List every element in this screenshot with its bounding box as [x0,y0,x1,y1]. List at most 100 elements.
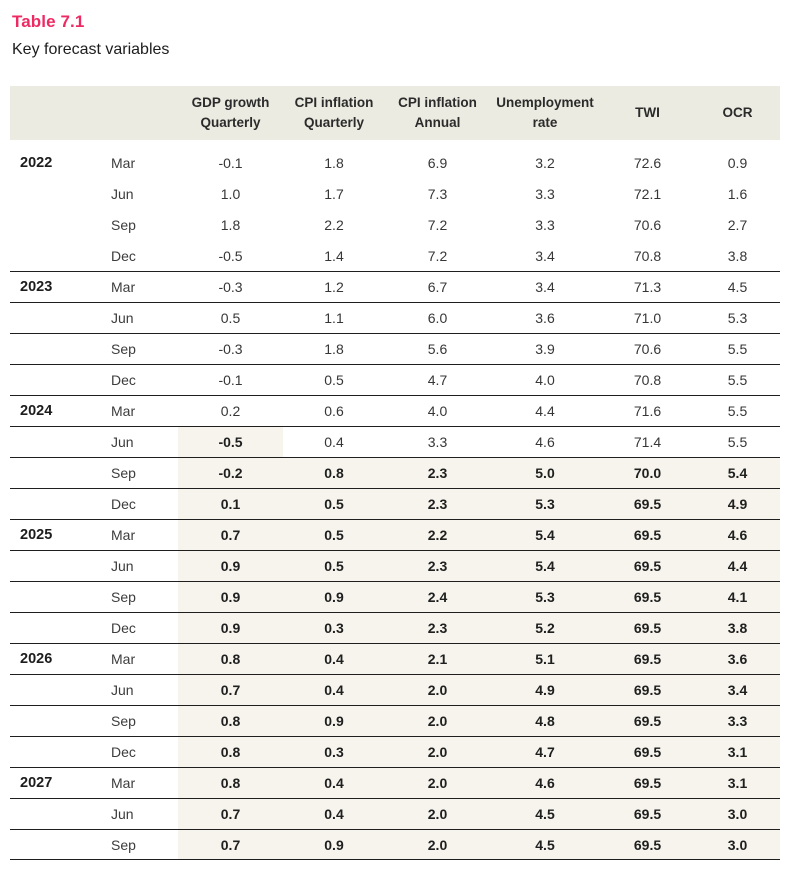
cell-twi: 69.5 [600,767,695,798]
row-2024-mar: 2024 Mar 0.2 0.6 4.0 4.4 71.6 5.5 [10,395,780,426]
year-label [10,364,98,395]
row-2026-dec: Dec 0.8 0.3 2.0 4.7 69.5 3.1 [10,736,780,767]
cell-gdp-growth-quarterly: 1.0 [220,185,241,202]
cell-unemployment-rate: 3.3 [535,185,555,202]
cell-unemployment-rate: 3.3 [535,216,555,233]
cell-cpi-inflation-quarterly: 0.8 [283,457,385,488]
month-label: Sep [98,705,178,736]
cell-gdp-growth-quarterly: 0.7 [178,798,283,829]
month-label: Mar [98,271,178,302]
cell-twi: 70.8 [600,364,695,395]
year-label [10,736,98,767]
table-title: Key forecast variables [12,41,170,58]
header-line: Annual [414,115,461,130]
cell-cpi-inflation-quarterly: 0.4 [283,767,385,798]
cell-gdp-growth-quarterly: 0.8 [178,705,283,736]
row-2022-jun: Jun 1.0 1.7 7.3 3.3 72.1 1.6 [10,178,780,209]
cell-ocr: 4.1 [695,581,780,612]
row-2023-dec: Dec -0.1 0.5 4.7 4.0 70.8 5.5 [10,364,780,395]
header-line: TWI [635,105,660,121]
cell-twi: 71.4 [600,426,695,457]
month-label: Dec [98,736,178,767]
cell-cpi-inflation-annual: 3.3 [385,426,490,457]
cell-twi: 70.8 [633,247,662,264]
cell-ocr: 1.6 [727,185,748,202]
cell-unemployment-rate: 3.4 [490,271,600,302]
cell-gdp-growth-quarterly: -0.3 [178,271,283,302]
cell-cpi-inflation-quarterly: 0.4 [283,798,385,829]
cell-gdp-growth-quarterly: 0.1 [178,488,283,519]
cell-cpi-inflation-quarterly: 1.8 [324,154,344,171]
row-2025-mar: 2025 Mar 0.7 0.5 2.2 5.4 69.5 4.6 [10,519,780,550]
cell-twi: 70.6 [633,216,662,233]
header-line: Unemployment [496,95,594,111]
header-ocr: OCR [695,86,780,147]
cell-twi: 72.1 [633,185,662,202]
cell-ocr: 2.7 [727,216,748,233]
cell-unemployment-rate: 5.4 [490,519,600,550]
cell-cpi-inflation-quarterly: 0.3 [283,612,385,643]
cell-gdp-growth-quarterly: -0.3 [178,333,283,364]
year-label [10,550,98,581]
row-2027-sep: Sep 0.7 0.9 2.0 4.5 69.5 3.0 [10,829,780,860]
cell-twi: 71.3 [600,271,695,302]
cell-ocr: 3.6 [695,643,780,674]
cell-cpi-inflation-quarterly: 0.4 [283,643,385,674]
cell-cpi-inflation-annual: 2.2 [385,519,490,550]
cell-cpi-inflation-annual: 7.2 [427,216,448,233]
cell-cpi-inflation-quarterly: 1.2 [283,271,385,302]
month-label: Jun [98,550,178,581]
cell-twi: 69.5 [600,736,695,767]
cell-unemployment-rate: 4.5 [490,829,600,860]
year-label [10,674,98,705]
cell-cpi-inflation-annual: 4.7 [385,364,490,395]
cell-cpi-inflation-annual: 2.0 [385,674,490,705]
cell-cpi-inflation-annual: 2.0 [385,829,490,860]
cell-gdp-growth-quarterly: 0.7 [178,829,283,860]
month-label: Mar [98,643,178,674]
cell-gdp-growth-quarterly: -0.5 [218,247,243,264]
month-label: Dec [98,488,178,519]
cell-unemployment-rate: 4.8 [490,705,600,736]
cell-unemployment-rate: 4.4 [490,395,600,426]
cell-cpi-inflation-annual: 7.3 [427,185,448,202]
cell-ocr: 3.4 [695,674,780,705]
cell-ocr: 5.4 [695,457,780,488]
cell-cpi-inflation-annual: 2.0 [385,767,490,798]
cell-ocr: 3.1 [695,767,780,798]
cell-unemployment-rate: 4.0 [490,364,600,395]
cell-unemployment-rate: 5.1 [490,643,600,674]
row-2027-mar: 2027 Mar 0.8 0.4 2.0 4.6 69.5 3.1 [10,767,780,798]
year-label [10,240,98,271]
cell-gdp-growth-quarterly: 0.8 [178,736,283,767]
row-2025-sep: Sep 0.9 0.9 2.4 5.3 69.5 4.1 [10,581,780,612]
header-cpi-inflation-quarterly: CPI inflation Quarterly [283,86,385,147]
year-label [10,581,98,612]
cell-cpi-inflation-quarterly: 0.9 [283,705,385,736]
row-2024-sep: Sep -0.2 0.8 2.3 5.0 70.0 5.4 [10,457,780,488]
cell-ocr: 5.5 [695,426,780,457]
year-label [10,488,98,519]
month-label: Sep [98,581,178,612]
month-label: Jun [98,302,178,333]
cell-unemployment-rate: 5.4 [490,550,600,581]
cell-twi: 70.6 [600,333,695,364]
year-label [10,426,98,457]
year-label [10,178,98,209]
cell-twi: 72.6 [633,154,662,171]
cell-twi: 69.5 [600,488,695,519]
cell-cpi-inflation-annual: 2.0 [385,705,490,736]
cell-unemployment-rate: 3.2 [535,154,555,171]
cell-unemployment-rate: 4.6 [490,426,600,457]
cell-cpi-inflation-quarterly: 1.7 [324,185,344,202]
cell-cpi-inflation-quarterly: 0.4 [283,426,385,457]
month-label: Sep [98,829,178,860]
header-row: GDP growth Quarterly CPI inflation Quart… [10,86,780,147]
cell-cpi-inflation-annual: 6.0 [385,302,490,333]
cell-twi: 69.5 [600,519,695,550]
cell-cpi-inflation-annual: 2.4 [385,581,490,612]
cell-gdp-growth-quarterly: -0.1 [178,364,283,395]
year-label: 2024 [10,395,98,426]
row-2023-sep: Sep -0.3 1.8 5.6 3.9 70.6 5.5 [10,333,780,364]
year-label: 2025 [10,519,98,550]
